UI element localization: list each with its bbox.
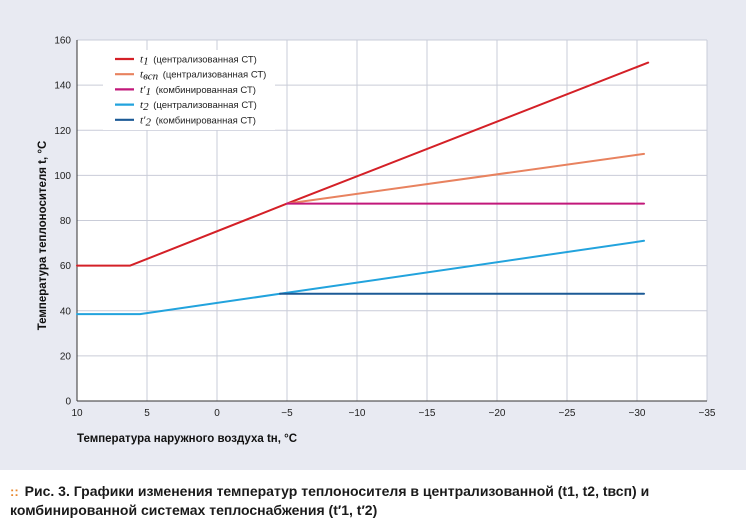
series-lines [76, 61, 650, 316]
x-tick-label: −35 [699, 408, 716, 419]
legend-entry: t1 (централизованная СТ) [140, 54, 257, 68]
y-tick-label: 140 [54, 81, 71, 92]
x-tick-label: −15 [419, 408, 436, 419]
y-tick-label: 20 [60, 351, 72, 362]
y-tick-label: 120 [54, 126, 71, 137]
legend-entry: t′1 (комбинированная СТ) [140, 84, 256, 98]
legend-entry: t′2 (комбинированная СТ) [140, 114, 256, 128]
y-axis-title: Температура теплоносителя t, °С [37, 141, 49, 331]
legend-entry: tвсп (централизованная СТ) [140, 69, 266, 83]
y-tick-label: 40 [60, 306, 72, 317]
temperature-chart: 0 20 40 60 80 100 120 140 160 10 5 0 −5 −10 −15 −20 −25 −… [37, 36, 716, 446]
figure-caption: :: Рис. 3. Графики изменения температур т… [10, 482, 738, 520]
x-axis-title: Температура наружного воздуха tн, °С [77, 433, 297, 445]
legend-entry: t2 (централизованная СТ) [140, 99, 257, 113]
x-tick-label: 0 [214, 408, 220, 419]
x-tick-label: −30 [629, 408, 646, 419]
y-tick-label: 60 [60, 261, 72, 272]
series-line-4 [76, 239, 645, 316]
series-line-1 [76, 61, 650, 267]
x-tick-label: 5 [144, 408, 150, 419]
x-tick-label: 10 [71, 408, 83, 419]
x-tick-label: −25 [559, 408, 576, 419]
caption-marker: :: [10, 484, 19, 499]
y-tick-label: 80 [60, 216, 72, 227]
y-tick-label: 100 [54, 171, 71, 182]
x-tick-label: −20 [489, 408, 506, 419]
y-tick-label: 0 [65, 397, 71, 408]
axes: 0 20 40 60 80 100 120 140 160 10 5 0 −5 −10 −15 −20 −25 −… [54, 36, 716, 420]
x-tick-label: −5 [281, 408, 293, 419]
y-tick-label: 160 [54, 36, 71, 47]
chart-area: 0 20 40 60 80 100 120 140 160 10 5 0 −5 −10 −15 −20 −25 −… [0, 0, 746, 470]
caption-text: Рис. 3. Графики изменения температур теп… [10, 483, 650, 518]
x-tick-label: −10 [349, 408, 366, 419]
axis-titles: Температура теплоносителя t, °С Температу… [37, 141, 297, 445]
series-line-2 [286, 152, 645, 205]
legend: t1 (централизованная СТ)tвсп (централизо… [103, 50, 275, 130]
